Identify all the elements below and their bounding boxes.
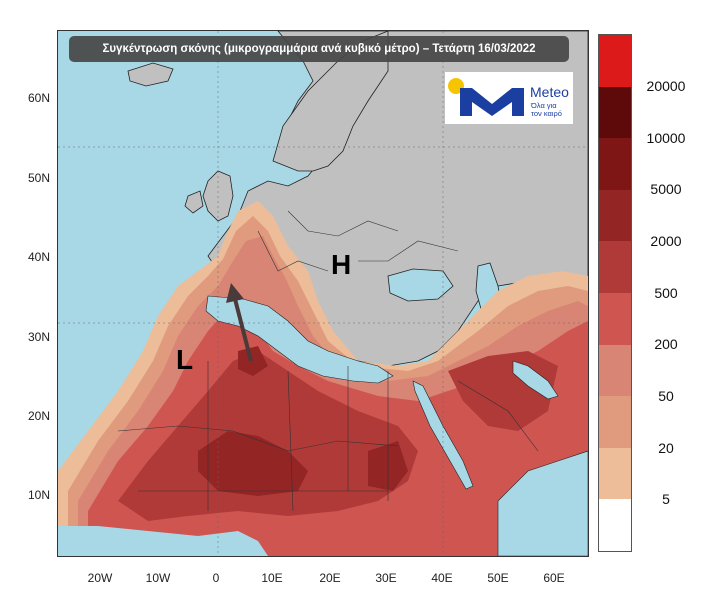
legend-label-5: 5 (662, 491, 670, 507)
logo-tagline: Όλα για τον καιρό (531, 102, 562, 118)
country-borders (117, 210, 539, 512)
logo-m-icon (460, 88, 524, 116)
colorbar (598, 34, 632, 552)
colorbar-cell (599, 138, 631, 190)
persian-gulf (512, 360, 559, 400)
lon-label-20w: 20W (87, 571, 113, 585)
colorbar-cell (599, 293, 631, 345)
colorbar-cell (599, 447, 631, 500)
logo-tagline-line2: τον καιρό (531, 109, 562, 118)
lon-label-30e: 30E (375, 571, 397, 585)
atlantic-south (58, 526, 268, 556)
legend-label-10000: 10000 (646, 130, 686, 146)
lon-label-0: 0 (212, 571, 220, 585)
lat-label-60n: 60N (27, 91, 50, 105)
legend-label-50: 50 (658, 388, 674, 404)
lon-label-50e: 50E (487, 571, 509, 585)
lon-label-10e: 10E (261, 571, 283, 585)
colorbar-cell (599, 499, 631, 551)
low-pressure-marker: L (176, 344, 194, 375)
land-iceland (127, 62, 174, 87)
land-ireland (184, 190, 204, 214)
logo-tagline-line1: Όλα για (531, 101, 557, 110)
arabian-sea (497, 450, 588, 556)
lon-label-40e: 40E (431, 571, 453, 585)
lat-label-50n: 50N (27, 171, 50, 185)
lat-label-40n: 40N (27, 250, 50, 264)
legend-label-20000: 20000 (646, 78, 686, 94)
colorbar-cell (599, 86, 631, 139)
colorbar-cell (599, 35, 631, 87)
lat-label-20n: 20N (27, 409, 50, 423)
legend-label-20: 20 (658, 440, 674, 456)
meteo-logo: Meteo Όλα για τον καιρό (445, 72, 573, 124)
lon-label-60e: 60E (543, 571, 565, 585)
land-scandinavia (272, 31, 389, 172)
logo-brand: Meteo (530, 84, 569, 100)
lon-label-10w: 10W (145, 571, 171, 585)
dust-2000-west (198, 431, 308, 496)
legend-label-5000: 5000 (650, 181, 682, 197)
legend-label-500: 500 (654, 285, 678, 301)
dust-flow-arrow (226, 283, 253, 362)
grid (58, 31, 588, 556)
legend-label-2000: 2000 (650, 233, 682, 249)
map-title: Συγκέντρωση σκόνης (μικρογραμμάρια ανά κ… (69, 36, 569, 62)
high-pressure-marker: H (331, 249, 352, 280)
lat-label-30n: 30N (27, 330, 50, 344)
lon-label-20e: 20E (319, 571, 341, 585)
dust-500 (118, 351, 418, 521)
legend-label-200: 200 (654, 336, 678, 352)
colorbar-cell (599, 344, 631, 397)
red-sea (412, 380, 474, 490)
mediterranean-sea (205, 295, 394, 384)
black-sea (387, 268, 454, 302)
dust-origin (238, 346, 268, 376)
colorbar-cell (599, 189, 631, 242)
lat-label-10n: 10N (27, 488, 50, 502)
colorbar-cell (599, 396, 631, 448)
colorbar-cell (599, 241, 631, 293)
